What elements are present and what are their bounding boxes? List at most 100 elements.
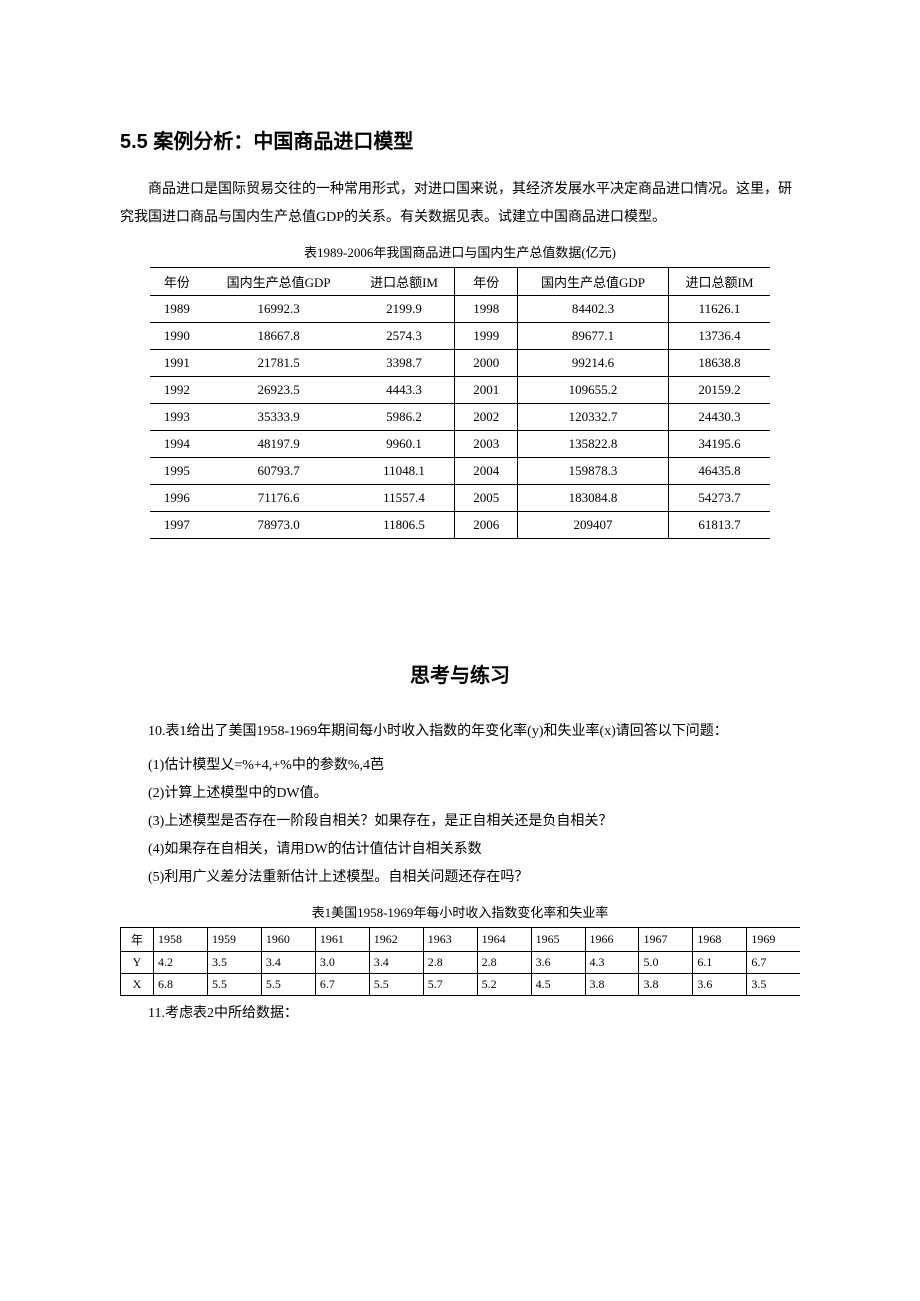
- table-cell: 1962: [369, 928, 423, 952]
- table-cell: 1994: [150, 431, 204, 458]
- table-gdp-import: 年份 国内生产总值GDP 进口总额IM 年份 国内生产总值GDP 进口总额IM …: [150, 267, 770, 539]
- table-cell: 2003: [455, 431, 517, 458]
- table-cell: 1990: [150, 323, 204, 350]
- table-cell: 1959: [207, 928, 261, 952]
- table-cell: 46435.8: [668, 458, 770, 485]
- table-cell: 5.0: [639, 952, 693, 974]
- table-cell: X: [121, 974, 154, 996]
- table-row: 199018667.82574.3199989677.113736.4: [150, 323, 770, 350]
- table-cell: 3.4: [369, 952, 423, 974]
- table-cell: 3.5: [747, 974, 800, 996]
- table-cell: 5.7: [423, 974, 477, 996]
- table-cell: 1961: [315, 928, 369, 952]
- table-row: 年195819591960196119621963196419651966196…: [121, 928, 801, 952]
- table-cell: 21781.5: [204, 350, 354, 377]
- table-cell: 2006: [455, 512, 517, 539]
- q10-3: (3)上述模型是否存在一阶段自相关？如果存在，是正自相关还是负自相关？: [120, 808, 800, 836]
- table-row: Y4.23.53.43.03.42.82.83.64.35.06.16.7: [121, 952, 801, 974]
- table-cell: 26923.5: [204, 377, 354, 404]
- table-row: 199778973.011806.5200620940761813.7: [150, 512, 770, 539]
- table-cell: 84402.3: [517, 296, 668, 323]
- table-cell: 35333.9: [204, 404, 354, 431]
- table-cell: 34195.6: [668, 431, 770, 458]
- col-im-a: 进口总额IM: [354, 268, 455, 296]
- table-header-row: 年份 国内生产总值GDP 进口总额IM 年份 国内生产总值GDP 进口总额IM: [150, 268, 770, 296]
- table-cell: 6.8: [154, 974, 208, 996]
- col-year-b: 年份: [455, 268, 517, 296]
- table-cell: 1996: [150, 485, 204, 512]
- table-cell: 1995: [150, 458, 204, 485]
- table-cell: 3.8: [585, 974, 639, 996]
- col-gdp-b: 国内生产总值GDP: [517, 268, 668, 296]
- table-cell: 71176.6: [204, 485, 354, 512]
- table-cell: 1966: [585, 928, 639, 952]
- table-cell: 3.6: [693, 974, 747, 996]
- table-cell: 78973.0: [204, 512, 354, 539]
- table-cell: 3.0: [315, 952, 369, 974]
- table-cell: 2574.3: [354, 323, 455, 350]
- table-cell: 3.5: [207, 952, 261, 974]
- intro-paragraph: 商品进口是国际贸易交往的一种常用形式，对进口国来说，其经济发展水平决定商品进口情…: [120, 176, 800, 232]
- table-cell: 1998: [455, 296, 517, 323]
- table-cell: 1991: [150, 350, 204, 377]
- table-cell: 1997: [150, 512, 204, 539]
- table-cell: 9960.1: [354, 431, 455, 458]
- document-page: 5.5 案例分析：中国商品进口模型 商品进口是国际贸易交往的一种常用形式，对进口…: [80, 0, 840, 1094]
- table-cell: 159878.3: [517, 458, 668, 485]
- table-cell: 109655.2: [517, 377, 668, 404]
- table-cell: 3.4: [261, 952, 315, 974]
- table-cell: 1999: [455, 323, 517, 350]
- table-cell: 48197.9: [204, 431, 354, 458]
- col-im-b: 进口总额IM: [668, 268, 770, 296]
- table-cell: 99214.6: [517, 350, 668, 377]
- table-cell: 183084.8: [517, 485, 668, 512]
- table-cell: 18638.8: [668, 350, 770, 377]
- table-cell: 11806.5: [354, 512, 455, 539]
- table-cell: 24430.3: [668, 404, 770, 431]
- table-cell: 1969: [747, 928, 800, 952]
- table-cell: 1992: [150, 377, 204, 404]
- table-cell: Y: [121, 952, 154, 974]
- table-us-index: 年195819591960196119621963196419651966196…: [120, 927, 800, 996]
- table-cell: 11626.1: [668, 296, 770, 323]
- table-cell: 5.2: [477, 974, 531, 996]
- q10-lead: 10.表1给出了美国1958-1969年期间每小时收入指数的年变化率(y)和失业…: [120, 718, 800, 746]
- table1-caption: 表1989-2006年我国商品进口与国内生产总值数据(亿元): [120, 242, 800, 261]
- table-row: 199560793.711048.12004159878.346435.8: [150, 458, 770, 485]
- table-cell: 5.5: [261, 974, 315, 996]
- table-cell: 11048.1: [354, 458, 455, 485]
- exercises-title: 思考与练习: [120, 659, 800, 688]
- table-cell: 18667.8: [204, 323, 354, 350]
- table-cell: 89677.1: [517, 323, 668, 350]
- table-cell: 年: [121, 928, 154, 952]
- table-cell: 61813.7: [668, 512, 770, 539]
- q11: 11.考虑表2中所给数据：: [120, 1000, 800, 1028]
- col-year-a: 年份: [150, 268, 204, 296]
- table-cell: 11557.4: [354, 485, 455, 512]
- table-cell: 6.7: [315, 974, 369, 996]
- table-cell: 2000: [455, 350, 517, 377]
- table-cell: 1958: [154, 928, 208, 952]
- table-row: 198916992.32199.9199884402.311626.1: [150, 296, 770, 323]
- table-cell: 2002: [455, 404, 517, 431]
- table-cell: 16992.3: [204, 296, 354, 323]
- table-cell: 120332.7: [517, 404, 668, 431]
- table-cell: 1960: [261, 928, 315, 952]
- table-cell: 20159.2: [668, 377, 770, 404]
- table-cell: 3.8: [639, 974, 693, 996]
- table-cell: 1968: [693, 928, 747, 952]
- table-row: 199121781.53398.7200099214.618638.8: [150, 350, 770, 377]
- table-cell: 54273.7: [668, 485, 770, 512]
- q10-5: (5)利用广义差分法重新估计上述模型。自相关问题还存在吗？: [120, 864, 800, 892]
- col-gdp-a: 国内生产总值GDP: [204, 268, 354, 296]
- table-cell: 1965: [531, 928, 585, 952]
- table-cell: 5986.2: [354, 404, 455, 431]
- table-cell: 135822.8: [517, 431, 668, 458]
- table-cell: 5.5: [207, 974, 261, 996]
- table-cell: 4.2: [154, 952, 208, 974]
- table-cell: 1964: [477, 928, 531, 952]
- q10-4: (4)如果存在自相关，请用DW的估计值估计自相关系数: [120, 836, 800, 864]
- table2-caption: 表1美国1958-1969年每小时收入指数变化率和失业率: [120, 902, 800, 921]
- q10-2: (2)计算上述模型中的DW值。: [120, 780, 800, 808]
- table-cell: 2.8: [423, 952, 477, 974]
